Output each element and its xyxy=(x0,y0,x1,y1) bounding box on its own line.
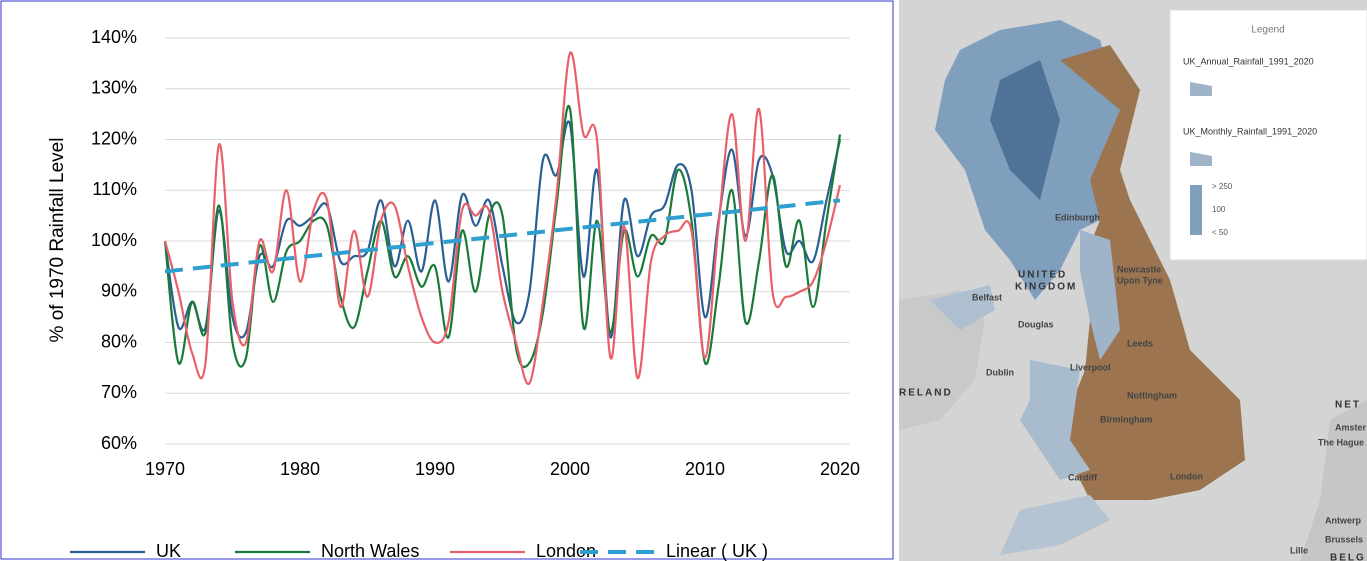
legend-layer: UK_Annual_Rainfall_1991_2020 xyxy=(1183,56,1314,66)
y-tick-label: 130% xyxy=(91,78,137,98)
place-label: Antwerp xyxy=(1325,515,1362,525)
place-label: Dublin xyxy=(986,367,1014,377)
country-label: BELG xyxy=(1330,553,1366,561)
x-tick-label: 2020 xyxy=(820,459,860,479)
legend-ramp xyxy=(1190,185,1202,235)
y-tick-label: 80% xyxy=(101,331,137,351)
y-tick-label: 100% xyxy=(91,230,137,250)
place-label: Brussels xyxy=(1325,534,1363,544)
legend-stop: 100 xyxy=(1212,205,1226,214)
place-label: Belfast xyxy=(972,292,1002,302)
y-tick-label: 70% xyxy=(101,382,137,402)
x-tick-label: 1980 xyxy=(280,459,320,479)
place-label: Edinburgh xyxy=(1055,212,1100,222)
place-label: Leeds xyxy=(1127,338,1153,348)
y-tick-label: 140% xyxy=(91,27,137,47)
country-label: KINGDOM xyxy=(1015,282,1077,293)
legend-label: North Wales xyxy=(321,541,419,561)
map-legend-title: Legend xyxy=(1251,25,1284,36)
map: Legend UK_Annual_Rainfall_1991_2020 UK_M… xyxy=(899,0,1367,561)
place-label: Newcastle xyxy=(1117,264,1161,274)
legend-stop: < 50 xyxy=(1212,228,1228,237)
y-tick-label: 60% xyxy=(101,433,137,453)
country-label: NET xyxy=(1335,400,1361,411)
country-label: UNITED xyxy=(1018,270,1067,281)
place-label: Upon Tyne xyxy=(1117,275,1163,285)
x-tick-label: 1970 xyxy=(145,459,185,479)
legend-label: Linear ( UK ) xyxy=(666,541,768,561)
y-tick-label: 120% xyxy=(91,128,137,148)
legend-stop: > 250 xyxy=(1212,182,1233,191)
page: {"chart_data": {"type": "line", "y_label… xyxy=(0,0,1367,561)
place-label: Birmingham xyxy=(1100,414,1153,424)
place-label: Cardiff xyxy=(1068,472,1098,482)
place-label: Douglas xyxy=(1018,319,1054,329)
y-axis-label: % of 1970 Rainfall Level xyxy=(47,138,68,343)
screen: % of 1970 Rainfall Level Legend UK_Annua… xyxy=(0,0,1367,561)
y-tick-label: 110% xyxy=(92,179,137,199)
place-label: London xyxy=(1170,471,1203,481)
place-label: Amster xyxy=(1335,422,1367,432)
place-label: The Hague xyxy=(1318,437,1364,447)
country-label: RELAND xyxy=(899,388,953,399)
place-label: Liverpool xyxy=(1070,362,1111,372)
x-tick-label: 2010 xyxy=(685,459,725,479)
y-tick-label: 90% xyxy=(101,281,137,301)
x-tick-label: 1990 xyxy=(415,459,455,479)
legend-label: UK xyxy=(156,541,181,561)
place-label: Nottingham xyxy=(1127,390,1177,400)
x-tick-label: 2000 xyxy=(550,459,590,479)
legend-layer: UK_Monthly_Rainfall_1991_2020 xyxy=(1183,126,1317,136)
place-label: Lille xyxy=(1290,545,1308,555)
